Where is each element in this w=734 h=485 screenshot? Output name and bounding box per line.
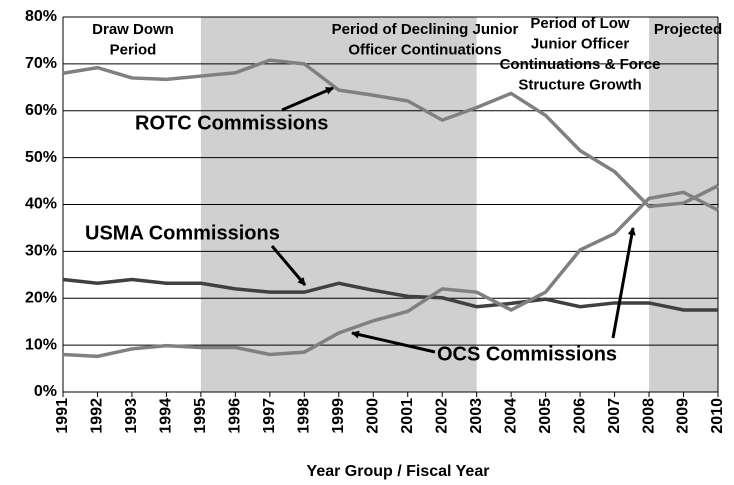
arrow — [270, 245, 307, 286]
x-tick-label: 1999 — [330, 398, 347, 434]
x-tick-label: 2007 — [606, 398, 623, 434]
y-tick-label: 30% — [25, 243, 57, 260]
x-tick-label: 1993 — [123, 398, 140, 434]
y-tick-label: 70% — [25, 55, 57, 72]
annotation: Period of Low — [530, 15, 629, 32]
x-tick-label: 2004 — [502, 398, 519, 434]
x-tick-label: 1995 — [192, 398, 209, 434]
x-tick-label: 1996 — [227, 398, 244, 434]
x-tick-label: 1997 — [261, 398, 278, 434]
x-tick-label: 2001 — [399, 398, 416, 434]
x-axis-title: Year Group / Fiscal Year — [307, 463, 490, 480]
x-tick-label: 2008 — [640, 398, 657, 434]
x-tick-label: 1994 — [158, 398, 175, 434]
series-label: OCS Commissions — [437, 343, 617, 365]
annotation: Period of Declining Junior — [332, 21, 519, 38]
series-line — [62, 277, 718, 312]
arrow — [351, 330, 436, 354]
arrow — [281, 86, 334, 112]
x-tick-label: 2006 — [571, 398, 588, 434]
y-tick-label: 10% — [25, 336, 57, 353]
x-tick-label: 1998 — [296, 398, 313, 434]
annotation: Officer Continuations — [348, 41, 501, 58]
annotation: Structure Growth — [518, 76, 641, 93]
x-tick-label: 2010 — [709, 398, 726, 434]
annotation: Projected — [654, 21, 722, 38]
y-tick-label: 40% — [25, 196, 57, 213]
x-tick-label: 1991 — [54, 398, 71, 434]
x-tick-label: 1992 — [89, 398, 106, 434]
series-line — [62, 190, 719, 359]
x-tick-label: 2003 — [468, 398, 485, 434]
arrow — [611, 227, 636, 339]
y-tick-label: 50% — [25, 149, 57, 166]
x-tick-label: 2000 — [364, 398, 381, 434]
annotation: Junior Officer — [531, 35, 630, 52]
series-label: USMA Commissions — [85, 222, 280, 244]
series-label: ROTC Commissions — [135, 112, 328, 134]
annotation: Draw Down — [92, 21, 174, 38]
y-tick-label: 60% — [25, 102, 57, 119]
series-line — [62, 58, 719, 209]
x-tick-label: 2002 — [433, 398, 450, 434]
annotation: Period — [110, 41, 157, 58]
x-tick-label: 2005 — [537, 398, 554, 434]
annotation: Continuations & Force — [500, 56, 661, 73]
y-tick-label: 20% — [25, 289, 57, 306]
y-tick-label: 80% — [25, 8, 57, 25]
y-tick-label: 0% — [34, 383, 57, 400]
x-tick-label: 2009 — [675, 398, 692, 434]
